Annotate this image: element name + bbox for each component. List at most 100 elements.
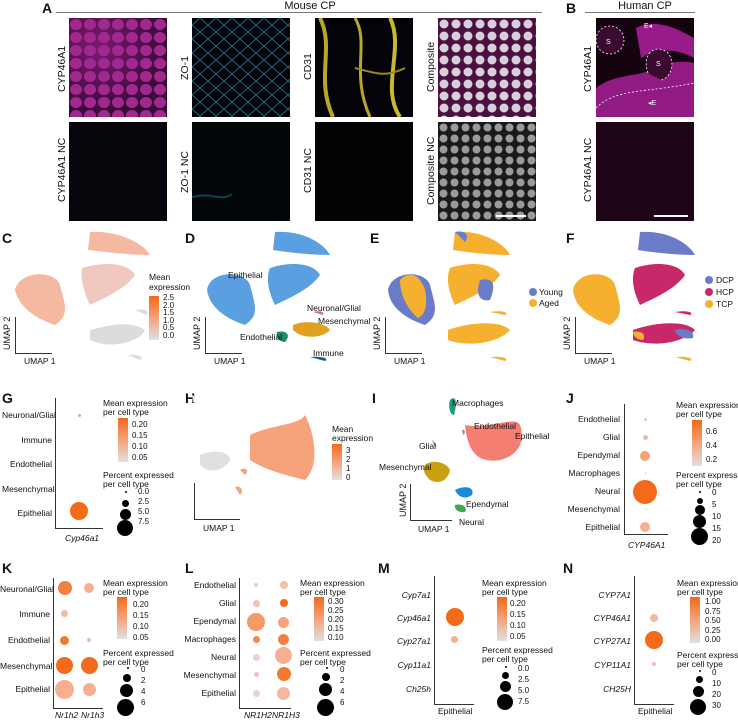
d-cluster-epithelial: Epithelial: [228, 270, 263, 280]
k-dot: [55, 680, 74, 699]
i-cluster-endothelial: Endothelial: [474, 421, 517, 431]
g-size-3: [117, 520, 133, 536]
i-cluster-mesenchymal: Mesenchymal: [379, 462, 432, 472]
l-col-1: NR1H3: [272, 710, 300, 720]
l-pct-ticks: 0 2 4 6: [340, 664, 344, 708]
i-xlabel: UMAP 1: [418, 524, 450, 534]
j-size-1: [697, 498, 703, 504]
h-legend-title-2: expression: [332, 433, 374, 443]
annot-e2: ◂E: [648, 100, 657, 107]
row-label-cd31-nc: CD31 NC: [302, 148, 314, 193]
i-cluster-macrophages: Macrophages: [452, 398, 504, 408]
composite-nc-nuclei: [438, 122, 536, 221]
k-size-1: [123, 674, 131, 682]
k-dot: [58, 581, 72, 595]
g-x-axis: [55, 528, 103, 529]
g-y-axis: [55, 398, 56, 528]
tick: 7.5: [138, 517, 150, 526]
d-ylabel: UMAP 2: [192, 316, 202, 350]
h-xlabel: UMAP 1: [203, 523, 235, 533]
tick: 2.5: [518, 675, 530, 684]
tick: 6: [340, 698, 345, 707]
m-dot: [446, 608, 464, 626]
l-row-0: Endothelial: [193, 580, 236, 590]
d-x-axis: [205, 353, 242, 354]
tick: 0.15: [132, 431, 148, 440]
k-pct-title-2: per cell type: [103, 657, 149, 667]
panel-label-e: E: [370, 230, 380, 246]
d-cluster-endothelial: Endothelial: [240, 332, 283, 342]
g-dot: [70, 502, 88, 520]
j-dot: [644, 418, 647, 421]
g-colorbar: [118, 418, 128, 462]
tick: 0.15: [510, 610, 526, 619]
tick: 0.6: [706, 427, 718, 436]
tick: 0.20: [328, 615, 344, 624]
row-label-zo1-nc: ZO-1 NC: [179, 151, 191, 193]
n-size-0: [699, 670, 701, 672]
legend-aged-label: Aged: [539, 298, 559, 308]
e-y-axis: [385, 317, 386, 353]
n-colorbar: [690, 597, 700, 643]
e-ylabel: UMAP 2: [372, 316, 382, 350]
tick: 0.5: [163, 323, 175, 332]
panel-label-h: H: [185, 390, 196, 406]
n-row-1: CYP46A1: [593, 613, 631, 623]
k-row-4: Epithelial: [15, 684, 51, 694]
umap-e-plot: [388, 231, 510, 361]
g-mean-title-2: per cell type: [103, 407, 149, 417]
row-label-b-cyp46a1: CYP46A1: [582, 45, 594, 92]
k-dot: [83, 683, 96, 696]
tick: 20: [712, 536, 721, 545]
human-cp-tissue: S S E◂ ◂E: [596, 23, 694, 117]
legend-tcp-label: TCP: [716, 299, 733, 309]
scale-bar: [496, 215, 526, 217]
n-row-4: CH25H: [603, 684, 631, 694]
l-row-2: Ependymal: [193, 616, 236, 626]
legend-young-swatch: [529, 288, 537, 296]
m-size-2: [500, 681, 511, 692]
g-pct-title-1: Percent expressed: [103, 470, 174, 480]
m-mean-title-1: Mean expression: [482, 578, 547, 588]
j-size-2: [695, 505, 705, 515]
j-pct-title-1: Percent expressed: [676, 470, 738, 480]
panel-label-k: K: [2, 560, 13, 576]
l-dot: [278, 617, 289, 628]
panel-label-i: I: [372, 390, 376, 406]
panel-label-a: A: [42, 0, 53, 16]
f-xlabel: UMAP 1: [584, 356, 616, 366]
panel-label-c: C: [2, 230, 13, 246]
tick: 2.5: [163, 293, 175, 302]
n-mean-title-1: Mean expression: [677, 578, 738, 588]
annot-s2: S: [656, 61, 661, 68]
m-x-axis: [434, 704, 474, 705]
f-ylabel: UMAP 2: [562, 316, 572, 350]
panel-a-rule: [56, 12, 542, 13]
row-label-cyp46a1-nc: CYP46A1 NC: [56, 137, 68, 202]
n-x-axis: [634, 704, 674, 705]
annot-e1: E◂: [644, 23, 653, 30]
legend-aged-swatch: [529, 299, 537, 307]
panel-label-b: B: [566, 0, 577, 16]
zo1-nc-faint: [192, 193, 233, 199]
m-row-4: Ch25h: [405, 684, 431, 694]
g-row-1: Immune: [21, 435, 52, 445]
k-row-2: Endothelial: [7, 635, 50, 645]
m-pct-title-1: Percent expressed: [482, 645, 553, 655]
l-dot: [253, 690, 260, 697]
h-x-axis: [194, 519, 240, 520]
c-ticks: 2.5 2.0 1.5 1.0 0.5 0.0: [163, 294, 174, 339]
l-size-0: [326, 667, 328, 669]
tick: 0.05: [510, 632, 526, 641]
j-row-6: Epithelial: [585, 522, 621, 532]
tick: 1.0: [163, 315, 175, 325]
n-dot: [645, 631, 663, 649]
j-mean-title-2: per cell type: [676, 409, 722, 419]
m-size-1: [502, 672, 509, 679]
c-colorbar: [149, 296, 159, 340]
n-row-3: CYP11A1: [594, 660, 631, 670]
l-dot: [278, 634, 289, 645]
m-colorbar: [497, 597, 507, 641]
i-cluster-glial: Glial: [419, 441, 437, 451]
panel-label-f: F: [566, 230, 575, 246]
